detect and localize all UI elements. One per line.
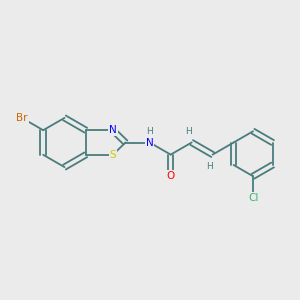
- Text: H: H: [206, 161, 213, 170]
- Text: Br: Br: [16, 113, 28, 123]
- Text: H: H: [146, 127, 153, 136]
- Text: S: S: [110, 150, 116, 160]
- Text: N: N: [109, 125, 117, 135]
- Text: Cl: Cl: [248, 193, 258, 203]
- Text: H: H: [185, 127, 192, 136]
- Text: O: O: [167, 171, 175, 181]
- Text: N: N: [146, 137, 154, 148]
